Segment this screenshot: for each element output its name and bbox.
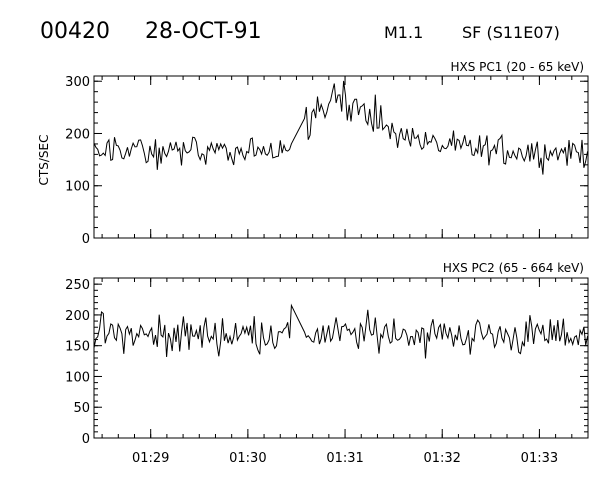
panel-pc1-frame [93,75,589,239]
event-date: 28-OCT-91 [145,19,262,44]
ytick-label-pc2: 200 [65,309,90,324]
ytick-label-pc2: 0 [82,432,90,447]
ytick-label-pc1: 100 [65,180,90,195]
series-line-pc2 [93,303,589,359]
event-id: 00420 [40,19,110,44]
ytick-label-pc2: 250 [65,278,90,293]
xtick-label: 01:33 [521,451,558,466]
xtick-label: 01:30 [229,451,266,466]
xtick-label: 01:29 [132,451,169,466]
ytick-label-pc1: 200 [65,127,90,142]
panel-pc2-frame [93,277,589,439]
ytick-label-pc1: 0 [82,232,90,247]
ytick-label-pc1: 300 [65,75,90,90]
panel-pc1-title: HXS PC1 (20 - 65 keV) [450,60,584,74]
panel-pc1: HXS PC1 (20 - 65 keV) CTS/SEC 0 100 200 300 [37,60,589,247]
panel-pc1-ytick-labels: 0 100 200 300 [65,75,90,247]
panel-pc2-title: HXS PC2 (65 - 664 keV) [443,261,584,275]
ytick-label-pc2: 100 [65,370,90,385]
panel-pc2-ytick-labels: 0 50 100 150 200 250 [65,278,90,447]
panel-pc2-ticks [94,277,589,439]
ytick-label-pc2: 150 [65,340,90,355]
panel-pc1-ticks [94,76,589,239]
x-axis-tick-labels: 01:29 01:30 01:31 01:32 01:33 [132,451,558,466]
flare-location: SF (S11E07) [462,23,560,42]
flare-class: M1.1 [384,23,423,42]
panel-pc2: HXS PC2 (65 - 664 keV) 0 50 100 150 200 250 [65,261,589,447]
y-axis-label: CTS/SEC [37,135,51,186]
series-line-pc1 [93,80,589,175]
ytick-label-pc2: 50 [73,401,90,416]
xtick-label: 01:31 [326,451,363,466]
xtick-label: 01:32 [423,451,460,466]
